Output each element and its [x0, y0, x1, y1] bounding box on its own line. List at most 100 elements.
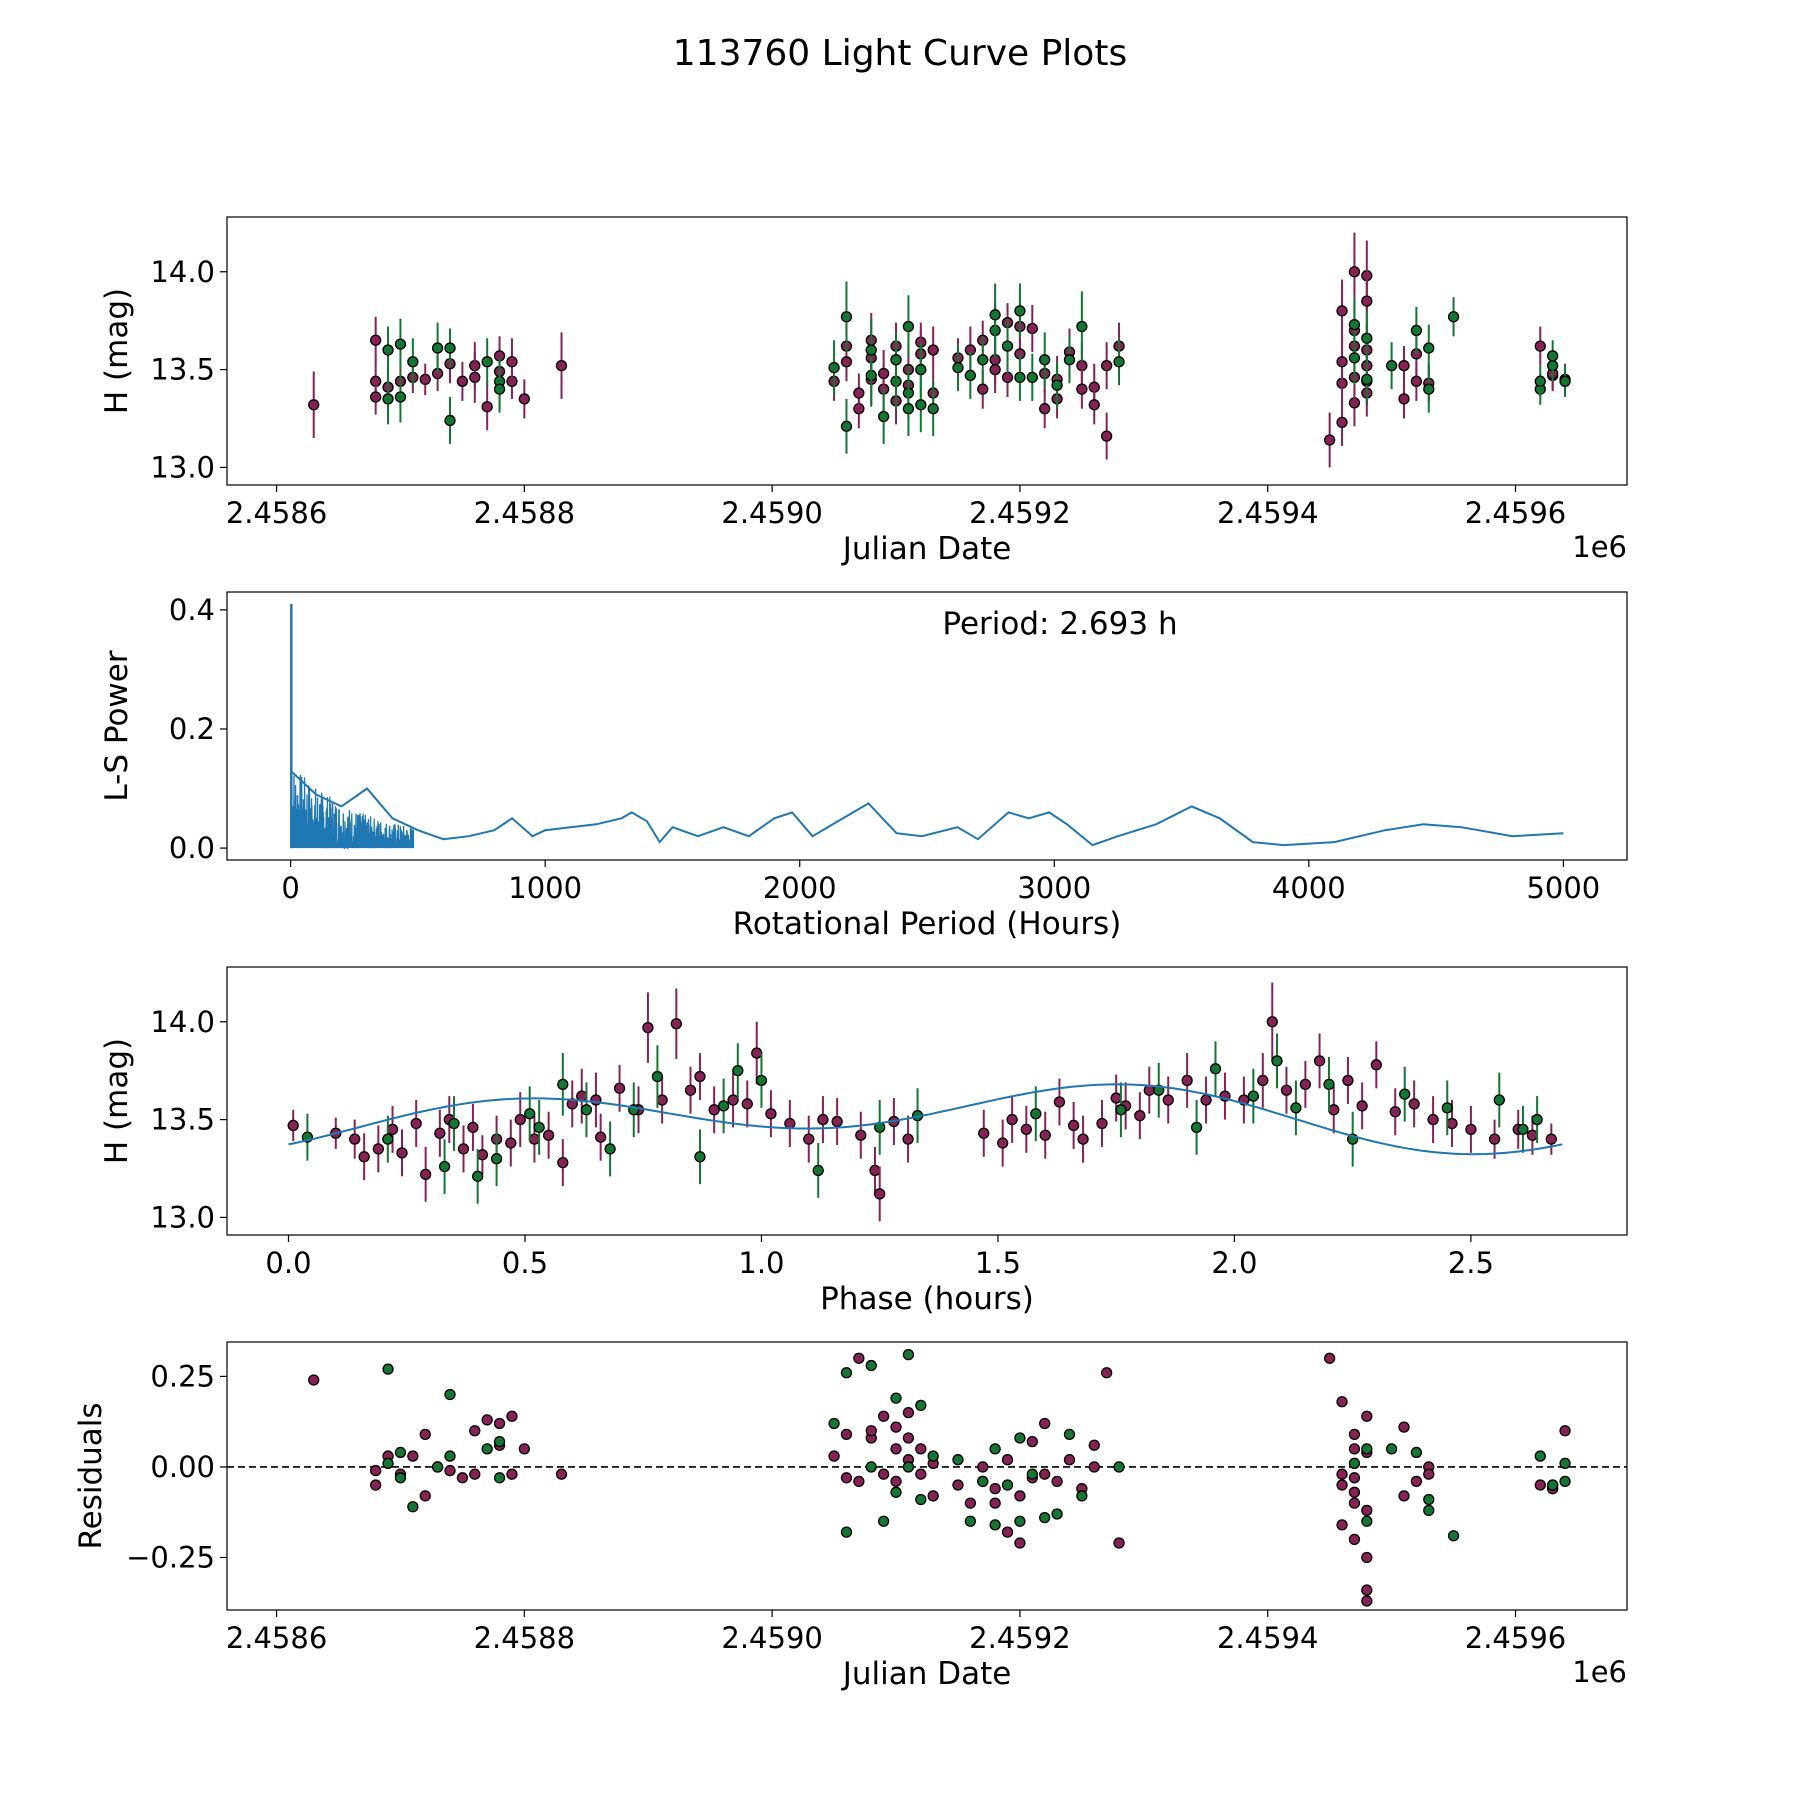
periodogram-y-tick-label: 0.0: [169, 831, 215, 865]
data-point: [840, 1472, 853, 1484]
data-point: [448, 1117, 460, 1130]
data-point: [1290, 1102, 1302, 1114]
data-point: [803, 1133, 815, 1145]
phased-plot-frame: [226, 966, 1628, 1236]
data-point: [467, 1121, 479, 1134]
residuals-x-tick-label: 2.4596: [1465, 1621, 1566, 1655]
data-point: [1299, 1078, 1312, 1091]
data-point: [394, 338, 407, 350]
data-point: [444, 342, 456, 354]
data-point: [1534, 340, 1546, 352]
data-point: [812, 1164, 824, 1177]
data-point: [1063, 1454, 1076, 1466]
data-point: [877, 410, 890, 423]
data-point: [1067, 1119, 1080, 1132]
data-point: [1076, 383, 1088, 395]
data-point: [989, 1519, 1001, 1531]
data-point: [1026, 1468, 1038, 1480]
data-point: [865, 1461, 877, 1473]
data-point: [1336, 416, 1348, 429]
data-point: [358, 1151, 370, 1163]
data-point: [977, 1461, 989, 1473]
data-point: [481, 1443, 493, 1455]
data-point: [382, 1133, 394, 1145]
phased-y-axis-label: H (mag): [99, 1038, 135, 1164]
data-point: [518, 393, 530, 405]
data-point: [1271, 1055, 1283, 1067]
phased-series-filter-c: [301, 1033, 1543, 1204]
periodogram-x-tick-label: 1000: [508, 871, 582, 905]
data-point: [1348, 1443, 1361, 1455]
data-point: [386, 1123, 399, 1136]
data-point: [1398, 1490, 1410, 1502]
data-point: [1323, 1078, 1335, 1091]
data-point: [1342, 1074, 1354, 1087]
data-point: [382, 1457, 394, 1469]
residuals-x-tick-label: 2.4588: [474, 1621, 575, 1655]
periodogram-x-tick-label: 3000: [1017, 871, 1091, 905]
periodogram-x-tick-label: 2000: [763, 871, 837, 905]
data-point: [865, 344, 877, 356]
data-point: [840, 420, 853, 432]
data-point: [1348, 1497, 1361, 1509]
data-point: [528, 1133, 541, 1145]
data-point: [831, 1115, 843, 1128]
data-point: [1534, 1479, 1546, 1491]
lightcurve-x-tick-label: 2.4596: [1465, 496, 1566, 530]
data-point: [444, 1464, 456, 1477]
data-point: [457, 1143, 470, 1155]
data-point: [1348, 266, 1361, 278]
data-point: [717, 1100, 730, 1112]
data-point: [1100, 1367, 1113, 1379]
data-point: [1014, 1490, 1026, 1502]
data-point: [964, 1497, 977, 1509]
data-point: [1531, 1113, 1543, 1126]
data-point: [419, 1428, 431, 1441]
data-point: [902, 1461, 915, 1473]
data-point: [694, 1070, 706, 1083]
data-point: [1398, 360, 1410, 372]
data-point: [1356, 1100, 1368, 1112]
data-point: [977, 383, 989, 395]
data-point: [902, 320, 915, 333]
data-point: [977, 1475, 989, 1488]
data-point: [989, 1497, 1001, 1509]
data-point: [1181, 1074, 1193, 1087]
data-point: [840, 311, 853, 323]
data-point: [1328, 1104, 1340, 1116]
data-point: [927, 1450, 939, 1462]
data-point: [1385, 360, 1398, 372]
data-point: [1257, 1074, 1269, 1087]
data-point: [1063, 354, 1076, 366]
data-point: [853, 1352, 865, 1364]
data-point: [708, 1104, 720, 1116]
data-point: [493, 1472, 506, 1484]
data-point: [877, 1410, 890, 1422]
data-point: [1559, 1425, 1571, 1437]
data-point: [431, 1461, 444, 1473]
data-point: [1076, 360, 1088, 372]
data-point: [469, 1468, 481, 1480]
phased-x-tick-label: 0.0: [265, 1246, 311, 1280]
data-point: [493, 1417, 506, 1430]
data-point: [978, 1127, 990, 1139]
data-point: [964, 369, 977, 382]
data-point: [964, 1515, 977, 1527]
data-point: [1348, 318, 1361, 331]
data-point: [877, 367, 890, 380]
residuals-y-axis-label: Residuals: [73, 1402, 109, 1549]
data-point: [1423, 1493, 1435, 1506]
data-point: [1447, 1530, 1460, 1542]
residuals-x-offset-label: 1e6: [1572, 1655, 1627, 1689]
data-point: [382, 393, 394, 405]
data-point: [287, 1119, 299, 1132]
data-point: [1361, 1410, 1373, 1422]
residuals-x-tick-label: 2.4590: [721, 1621, 822, 1655]
data-point: [493, 383, 506, 395]
data-point: [506, 1468, 518, 1480]
data-point: [874, 1188, 886, 1200]
data-point: [419, 1168, 432, 1181]
data-point: [915, 1493, 927, 1506]
data-point: [1001, 1454, 1014, 1466]
data-point: [1534, 1450, 1546, 1462]
